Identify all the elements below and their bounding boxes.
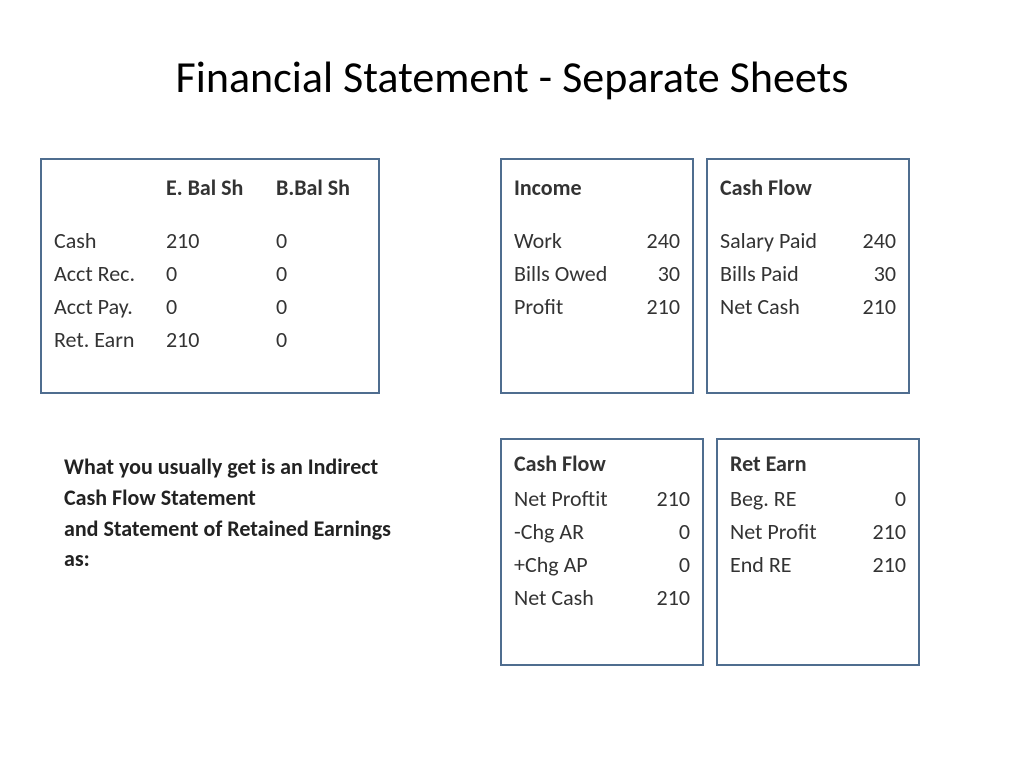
table-row: Net Proftit 210 [514, 485, 690, 512]
row-label: Acct Pay. [54, 293, 166, 320]
cell-value: 210 [855, 518, 906, 545]
cell-value: 0 [276, 326, 366, 353]
row-label: Net Profit [730, 518, 817, 545]
income-box: Income Work 240 Bills Owed 30 Profit 210 [500, 158, 694, 394]
note-line: and Statement of Retained Earnings [64, 514, 484, 545]
table-row: Net Cash 210 [720, 293, 896, 320]
row-label: -Chg AR [514, 518, 584, 545]
cell-value: 0 [166, 293, 276, 320]
cell-value: 0 [877, 485, 906, 512]
row-label: Net Proftit [514, 485, 608, 512]
table-row: Cash 210 0 [54, 227, 366, 254]
col-header-ending: E. Bal Sh [166, 174, 276, 201]
table-row: Net Cash 210 [514, 584, 690, 611]
cell-value: 210 [855, 551, 906, 578]
cell-value: 240 [629, 227, 680, 254]
table-row: Acct Pay. 0 0 [54, 293, 366, 320]
balance-sheet-header: E. Bal Sh B.Bal Sh [54, 174, 366, 201]
table-row: -Chg AR 0 [514, 518, 690, 545]
cell-value: 30 [856, 260, 896, 287]
cell-value: 210 [845, 293, 896, 320]
cell-value: 0 [276, 293, 366, 320]
retained-earnings-box: Ret Earn Beg. RE 0 Net Profit 210 End RE 21… [716, 438, 920, 666]
table-row: Acct Rec. 0 0 [54, 260, 366, 287]
row-label: +Chg AP [514, 551, 588, 578]
table-row: Bills Owed 30 [514, 260, 680, 287]
cell-value: 210 [639, 584, 690, 611]
cell-value: 0 [276, 260, 366, 287]
col-header-beginning: B.Bal Sh [276, 174, 366, 201]
page-title: Financial Statement - Separate Sheets [0, 50, 1024, 104]
box-title: Cash Flow [514, 450, 690, 477]
box-title: Income [514, 174, 680, 201]
row-label: Acct Rec. [54, 260, 166, 287]
cell-value: 0 [661, 551, 690, 578]
row-label: End RE [730, 551, 792, 578]
table-row: Bills Paid 30 [720, 260, 896, 287]
table-row: Beg. RE 0 [730, 485, 906, 512]
row-label: Cash [54, 227, 166, 254]
cell-value: 210 [629, 293, 680, 320]
table-row: +Chg AP 0 [514, 551, 690, 578]
row-label: Bills Owed [514, 260, 607, 287]
cashflow-direct-box: Cash Flow Salary Paid 240 Bills Paid 30 Ne… [706, 158, 910, 394]
cell-value: 210 [166, 227, 276, 254]
row-label: Profit [514, 293, 563, 320]
table-row: Profit 210 [514, 293, 680, 320]
table-row: Net Profit 210 [730, 518, 906, 545]
box-title: Cash Flow [720, 174, 896, 201]
note-line: Cash Flow Statement [64, 483, 484, 514]
cell-value: 210 [166, 326, 276, 353]
cell-value: 0 [166, 260, 276, 287]
row-label: Net Cash [720, 293, 800, 320]
cell-value: 0 [276, 227, 366, 254]
row-label: Bills Paid [720, 260, 799, 287]
cell-value: 240 [845, 227, 896, 254]
explanatory-note: What you usually get is an Indirect Cash… [64, 452, 484, 575]
row-label: Beg. RE [730, 485, 796, 512]
table-row: End RE 210 [730, 551, 906, 578]
row-label: Salary Paid [720, 227, 817, 254]
box-title: Ret Earn [730, 450, 906, 477]
table-row: Salary Paid 240 [720, 227, 896, 254]
note-line: What you usually get is an Indirect [64, 452, 484, 483]
table-row: Work 240 [514, 227, 680, 254]
table-row: Ret. Earn 210 0 [54, 326, 366, 353]
row-label: Net Cash [514, 584, 594, 611]
balance-sheet-box: E. Bal Sh B.Bal Sh Cash 210 0 Acct Rec. … [40, 158, 380, 394]
row-label: Work [514, 227, 562, 254]
cell-value: 210 [639, 485, 690, 512]
cell-value: 0 [661, 518, 690, 545]
note-line: as: [64, 544, 484, 575]
row-label: Ret. Earn [54, 326, 166, 353]
cell-value: 30 [640, 260, 680, 287]
cashflow-indirect-box: Cash Flow Net Proftit 210 -Chg AR 0 +Chg A… [500, 438, 704, 666]
